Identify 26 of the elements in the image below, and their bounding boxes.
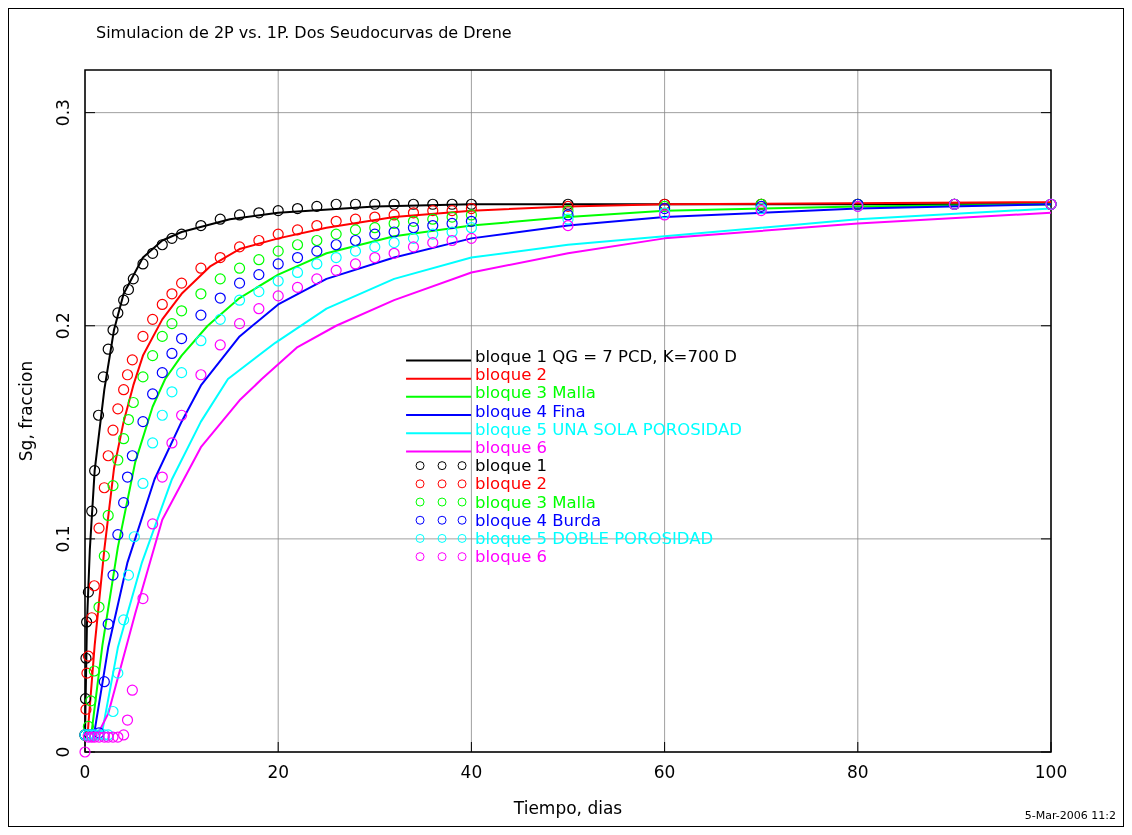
x-tick-label: 60 — [653, 762, 676, 782]
legend-label: bloque 4 Fina — [475, 401, 586, 421]
y-tick-label: 0.2 — [53, 312, 73, 340]
legend-label: bloque 3 Malla — [475, 492, 596, 512]
chart-title: Simulacion de 2P vs. 1P. Dos Seudocurvas de Drene — [96, 23, 512, 42]
legend-label: bloque 5 UNA SOLA POROSIDAD — [475, 419, 742, 439]
x-tick-label: 40 — [460, 762, 483, 782]
x-axis-title: Tiempo, dias — [512, 798, 623, 818]
y-tick-label: 0.1 — [53, 525, 73, 553]
y-tick-label: 0.3 — [53, 99, 73, 127]
legend-label: bloque 1 QG = 7 PCD, K=700 D — [475, 346, 737, 366]
x-tick-label: 80 — [846, 762, 869, 782]
legend-label: bloque 4 Burda — [475, 510, 602, 530]
legend-label: bloque 2 — [475, 474, 548, 494]
legend-label: bloque 3 Malla — [475, 383, 596, 403]
legend-label: bloque 1 — [475, 456, 548, 476]
y-axis-title: Sg, fraccion — [16, 360, 36, 462]
x-tick-label: 100 — [1034, 762, 1068, 782]
y-tick-label: 0 — [53, 746, 73, 758]
x-tick-label: 20 — [267, 762, 290, 782]
x-tick-label: 0 — [79, 762, 91, 782]
legend-label: bloque 2 — [475, 365, 548, 385]
legend-label: bloque 6 — [475, 437, 548, 457]
text: 5-Mar-2006 11:2 — [1024, 809, 1116, 822]
legend-label: bloque 5 DOBLE POROSIDAD — [475, 528, 714, 548]
legend-label: bloque 6 — [475, 547, 548, 567]
